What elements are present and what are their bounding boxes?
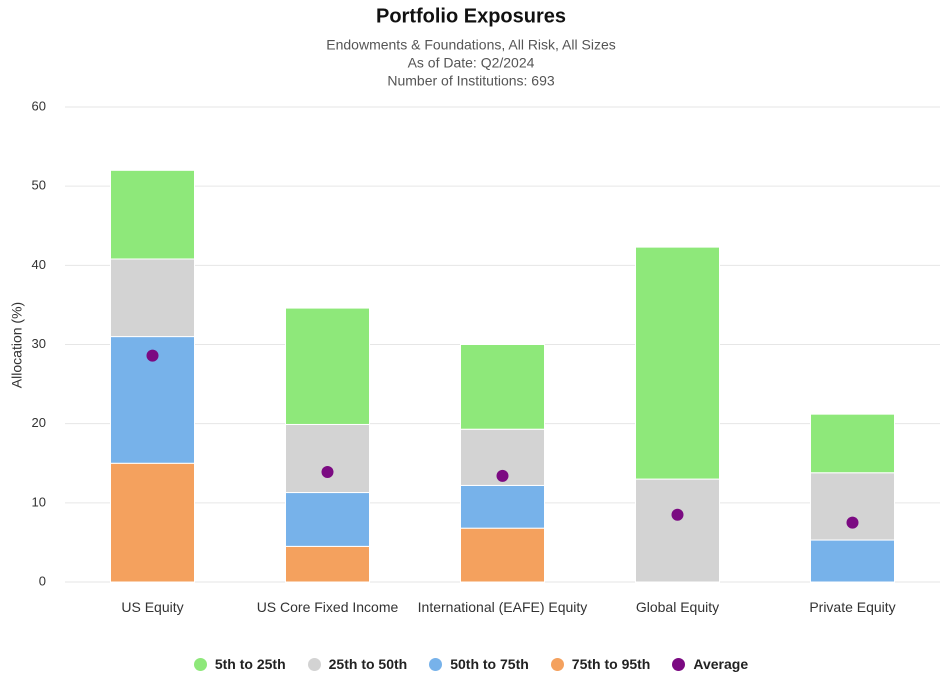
legend-item: 50th to 75th	[429, 656, 529, 672]
y-axis-label: Allocation (%)	[9, 302, 25, 388]
bar-segment	[285, 423, 370, 494]
y-tick-label: 50	[32, 178, 46, 193]
legend-item: Average	[672, 656, 748, 672]
bar-segment	[460, 484, 545, 529]
y-tick-label: 60	[32, 98, 46, 113]
legend-item: 5th to 25th	[193, 656, 286, 672]
legend-label: 25th to 50th	[328, 656, 408, 672]
bar-segment	[285, 545, 370, 583]
x-tick-label: Global Equity	[635, 599, 720, 615]
y-tick-label: 30	[32, 336, 46, 351]
y-tick-label: 0	[39, 573, 46, 588]
bar-segment	[460, 344, 545, 430]
average-dot	[496, 469, 509, 482]
legend-item: 25th to 50th	[307, 656, 408, 672]
legend-label: Average	[693, 656, 749, 672]
legend-swatch	[550, 657, 564, 671]
chart-subtitle: As of Date: Q2/2024	[408, 55, 535, 71]
y-tick-label: 20	[32, 415, 46, 430]
chart-title: Portfolio Exposures	[376, 5, 566, 27]
legend-swatch	[193, 657, 207, 671]
average-dot	[846, 516, 859, 529]
y-tick-label: 10	[32, 494, 46, 509]
average-dot	[671, 508, 684, 521]
x-tick-label: US Equity	[121, 599, 184, 615]
average-dot	[146, 349, 159, 362]
bar-segment	[635, 478, 720, 583]
x-tick-label: Private Equity	[809, 599, 896, 615]
bar-segment	[810, 539, 895, 583]
bar-segment	[810, 472, 895, 541]
legend-swatch	[429, 657, 443, 671]
bar-segment	[285, 307, 370, 425]
y-tick-label: 40	[32, 257, 46, 272]
legend-label: 75th to 95th	[571, 656, 651, 672]
average-dot	[321, 465, 334, 478]
legend-swatch	[307, 657, 321, 671]
x-tick-label: International (EAFE) Equity	[417, 599, 588, 615]
legend-label: 50th to 75th	[450, 656, 529, 672]
chart-subtitle: Number of Institutions: 693	[387, 73, 555, 89]
bar-segment	[635, 246, 720, 480]
bar-segment	[110, 258, 195, 338]
bar-segment	[460, 527, 545, 583]
legend-label: 5th to 25th	[214, 656, 286, 672]
bar-segment	[810, 413, 895, 474]
legend-swatch	[672, 657, 686, 671]
legend: 5th to 25th 25th to 50th 50th to 75th 75th …	[0, 656, 942, 672]
chart-subtitle: Endowments & Foundations, All Risk, All …	[326, 37, 615, 53]
x-tick-label: US Core Fixed Income	[256, 599, 399, 615]
legend-item: 75th to 95th	[550, 656, 651, 672]
bar-segment	[285, 492, 370, 547]
bar-segment	[110, 462, 195, 583]
bar-segment	[110, 169, 195, 260]
